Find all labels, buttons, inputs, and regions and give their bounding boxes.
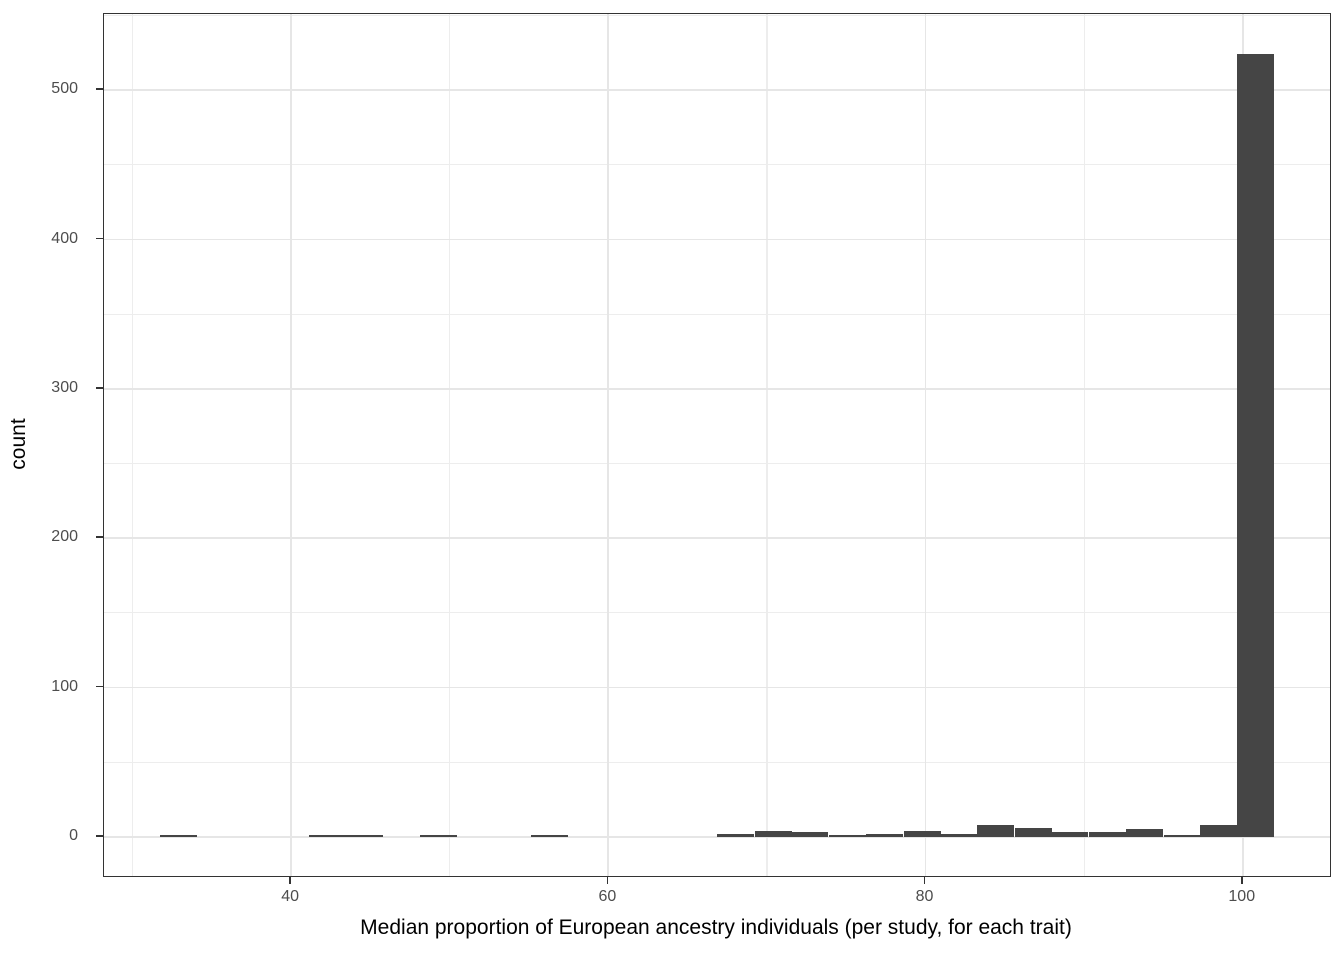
y-major-gridline	[104, 387, 1330, 390]
y-major-gridline	[104, 686, 1330, 689]
histogram-bar	[716, 833, 754, 837]
histogram-bar	[903, 830, 941, 837]
plot-area	[104, 14, 1330, 876]
histogram-bar	[1089, 832, 1127, 837]
x-major-gridline	[924, 14, 927, 876]
x-minor-gridline	[449, 14, 451, 876]
histogram-bar	[1051, 832, 1089, 837]
y-axis-tick-label: 0	[69, 826, 78, 844]
y-minor-gridline	[104, 14, 1330, 17]
x-minor-gridline	[131, 14, 134, 876]
y-axis-tick	[96, 536, 103, 538]
y-axis-tick	[96, 88, 103, 90]
x-axis-tick-label: 80	[915, 888, 934, 905]
histogram-bar	[940, 833, 978, 837]
histogram-bar	[420, 835, 458, 837]
histogram-bar	[531, 835, 569, 837]
y-axis-tick-label: 200	[51, 528, 78, 546]
histogram-bar	[1236, 54, 1274, 837]
x-minor-gridline	[766, 14, 768, 876]
y-major-gridline	[104, 537, 1330, 540]
x-axis-tick	[923, 876, 926, 884]
y-axis-tick	[96, 387, 103, 389]
histogram-bar	[1014, 827, 1052, 837]
histogram-bar	[1163, 835, 1201, 837]
y-axis-tick-label: 400	[51, 229, 78, 247]
y-axis-tick	[96, 835, 103, 837]
y-major-gridline	[104, 89, 1330, 92]
y-minor-gridline	[104, 612, 1330, 614]
histogram-bar	[976, 824, 1014, 837]
x-major-gridline	[607, 14, 610, 876]
y-major-gridline	[104, 835, 1330, 838]
histogram-bar	[309, 835, 347, 837]
histogram-bar	[829, 835, 867, 837]
x-axis-tick-label: 40	[281, 888, 300, 905]
histogram-bar	[865, 833, 903, 837]
y-axis-tick	[96, 237, 103, 240]
x-axis-tick	[1240, 876, 1243, 884]
y-minor-gridline	[104, 761, 1330, 763]
x-major-gridline	[290, 14, 293, 876]
y-axis-tick-label: 100	[51, 677, 78, 695]
histogram-bar	[754, 830, 792, 837]
x-axis-tick	[606, 876, 609, 884]
histogram-bar	[345, 835, 383, 837]
x-axis-tick-label: 100	[1228, 888, 1256, 905]
y-minor-gridline	[104, 164, 1330, 166]
y-axis-tick	[96, 685, 103, 688]
x-minor-gridline	[1083, 14, 1085, 876]
x-axis-tick	[289, 876, 291, 884]
histogram-bar	[1200, 824, 1238, 837]
y-major-gridline	[104, 238, 1330, 241]
y-minor-gridline	[104, 313, 1330, 315]
y-minor-gridline	[104, 462, 1330, 465]
histogram-bar	[160, 835, 198, 837]
plot-panel	[103, 13, 1331, 877]
y-axis-title: count	[7, 418, 30, 470]
y-axis-tick-label: 300	[51, 378, 78, 396]
x-axis-title: Median proportion of European ancestry i…	[360, 916, 1072, 939]
x-axis-tick-label: 60	[598, 888, 617, 905]
y-axis-tick-label: 500	[51, 80, 78, 98]
histogram-bar	[1125, 829, 1163, 837]
histogram-bar	[791, 832, 829, 837]
